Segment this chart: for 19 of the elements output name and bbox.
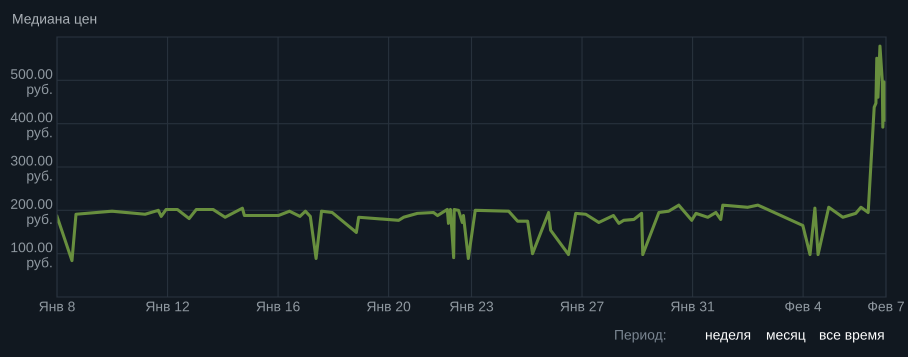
text: месяц bbox=[766, 332, 806, 342]
y-tick-label: 400.00 руб. bbox=[10, 112, 52, 140]
x-tick-label: Янв 12 bbox=[146, 302, 190, 312]
y-tick-label: 300.00 руб. bbox=[10, 156, 52, 184]
x-tick-label: Янв 31 bbox=[671, 302, 714, 312]
y-tick-label: 100.00 руб. bbox=[11, 242, 52, 270]
x-tick-label: Фев 4 bbox=[785, 302, 822, 312]
x-tick-label: Янв 27 bbox=[560, 302, 604, 312]
x-tick-label: Янв 20 bbox=[367, 302, 410, 312]
text: все время bbox=[820, 332, 884, 342]
text: Период: bbox=[615, 330, 666, 342]
x-tick-label: Янв 23 bbox=[450, 302, 494, 312]
text: неделя bbox=[706, 332, 750, 342]
y-tick-label: 200.00 руб. bbox=[11, 199, 52, 227]
y-tick-label: 500.00 руб. bbox=[10, 69, 52, 97]
x-tick-label: Фев 7 bbox=[868, 302, 904, 312]
x-tick-label: Янв 8 bbox=[39, 302, 75, 312]
chart-title: Медиана цен bbox=[13, 14, 96, 26]
x-tick-label: Янв 16 bbox=[256, 302, 300, 312]
